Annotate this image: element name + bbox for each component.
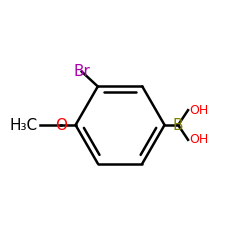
Text: OH: OH [189,104,208,117]
Text: OH: OH [189,133,208,146]
Text: B: B [173,118,184,132]
Text: Br: Br [73,64,90,79]
Text: O: O [55,118,67,132]
Text: H₃C: H₃C [9,118,37,132]
